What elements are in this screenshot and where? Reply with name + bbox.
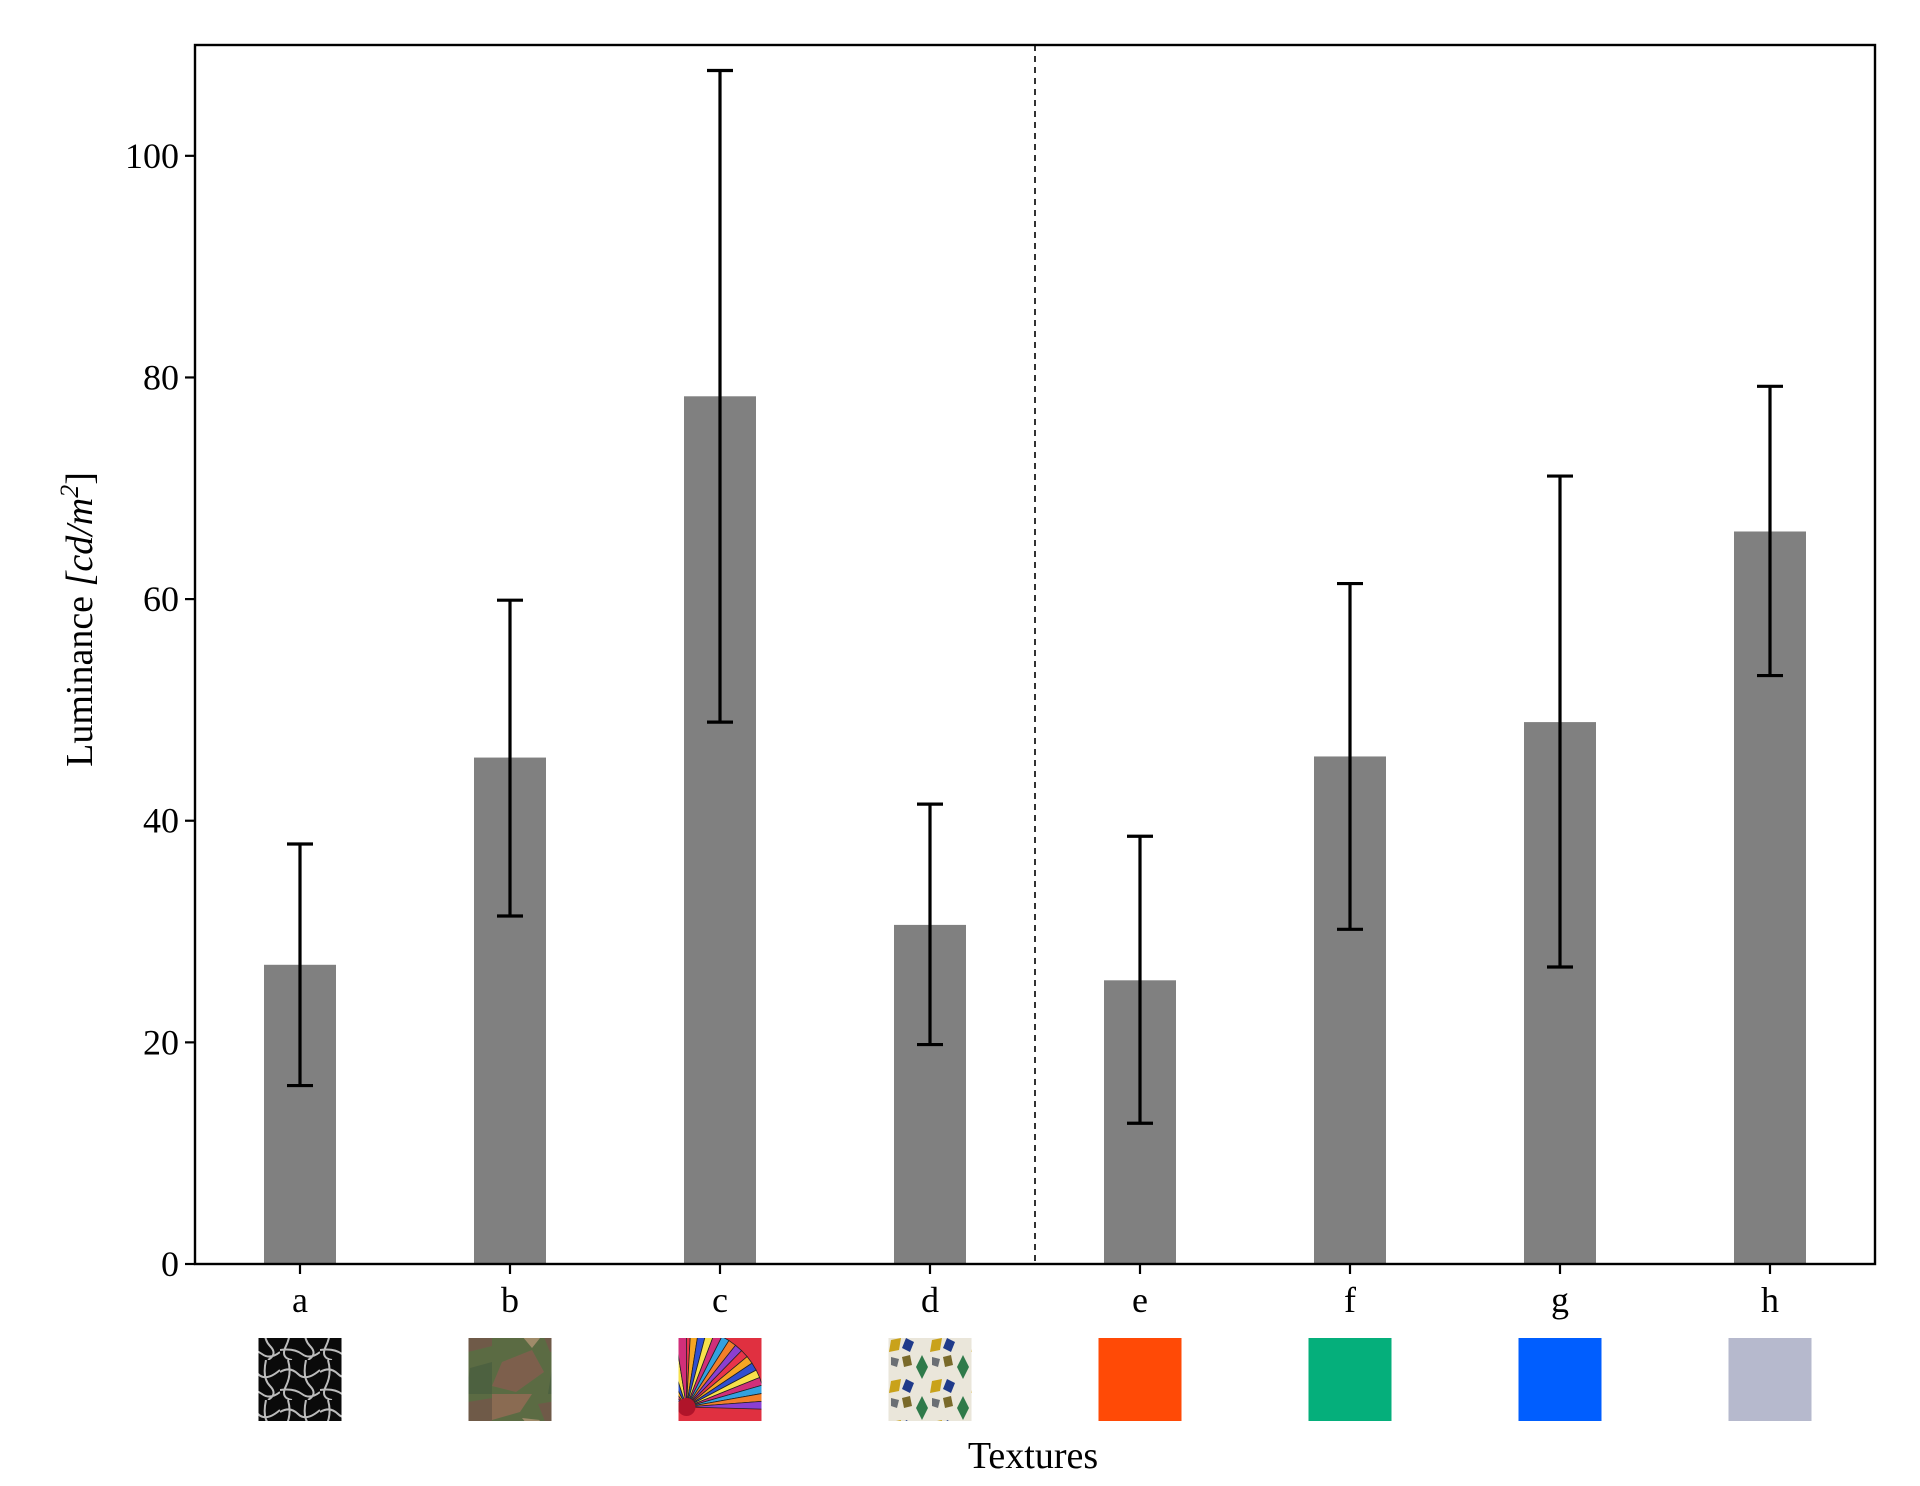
color-swatch-f	[1308, 1338, 1392, 1421]
plot-frame	[193, 43, 1877, 1266]
color-swatch-g	[1518, 1338, 1602, 1421]
x-tick-label-h: h	[1761, 1280, 1779, 1320]
x-axis-title: Textures	[968, 1435, 1098, 1477]
x-tick-label-f: f	[1344, 1280, 1356, 1320]
camouflage-texture-icon	[468, 1338, 552, 1421]
y-axis-title-unit-exponent: 2	[55, 485, 84, 498]
x-tick-label-b: b	[501, 1280, 519, 1320]
color-swatch-h	[1728, 1338, 1812, 1421]
y-tick-label-80: 80	[143, 357, 179, 397]
y-tick-label-100: 100	[125, 136, 179, 176]
colorful-umbrella-texture-icon	[678, 1338, 762, 1421]
color-swatch-e	[1098, 1338, 1182, 1421]
mosaic-tile-texture-icon	[888, 1338, 972, 1421]
y-tick-label-60: 60	[143, 579, 179, 619]
y-axis-title-label: Luminance	[59, 586, 101, 766]
y-tick-label-40: 40	[143, 801, 179, 841]
y-tick-label-20: 20	[143, 1022, 179, 1062]
y-tick-label-0: 0	[161, 1244, 179, 1284]
y-axis-title-unit: [cd/m	[59, 498, 101, 587]
y-axis-title-unit-close: ]	[59, 472, 101, 485]
x-tick-label-c: c	[712, 1280, 728, 1320]
black-crackle-texture-icon	[258, 1338, 342, 1421]
x-tick-label-a: a	[292, 1280, 308, 1320]
x-tick-label-g: g	[1551, 1280, 1569, 1320]
y-axis-title: Luminance [cd/m2]	[55, 472, 101, 767]
x-tick-label-e: e	[1132, 1280, 1148, 1320]
x-tick-label-d: d	[921, 1280, 939, 1320]
